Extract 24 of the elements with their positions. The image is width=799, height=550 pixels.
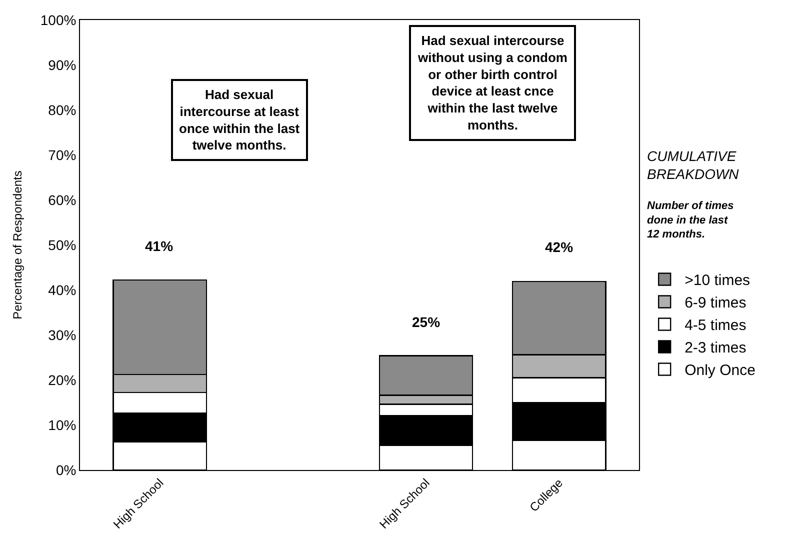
legend-label: Only Once <box>684 362 756 380</box>
annotation: Had sexual intercourse at least once within the last twelve months. <box>179 87 300 153</box>
y-tick-label: 30% <box>48 326 76 343</box>
text: Number of times done in the last 12 months. <box>647 200 734 241</box>
legend-label: 6-9 times <box>684 294 746 312</box>
y-tick-label: 60% <box>48 192 76 208</box>
y-tick-label: 50% <box>48 236 76 253</box>
y-tick-label: 80% <box>48 102 76 118</box>
total-label: 41% <box>145 238 174 254</box>
y-tick-label: 100% <box>40 12 76 28</box>
annotation: Had sexual intercourse without using a condom or other birth control device at least cnce within the last twelve months. <box>417 33 568 132</box>
y-tick-label: 20% <box>48 372 76 388</box>
y-tick-label: 0% <box>56 462 76 478</box>
legend-label: 2-3 times <box>684 340 746 357</box>
legend-label: >10 times <box>684 272 750 290</box>
y-tick-label: 70% <box>48 146 76 163</box>
y-tick-label: 90% <box>48 56 76 73</box>
legend-title: CUMULATIVE BREAKDOWN <box>647 148 740 182</box>
total-label: 42% <box>545 239 574 255</box>
legend-label: 4-5 times <box>684 317 746 334</box>
total-label: 25% <box>412 314 441 330</box>
y-axis-title: Percentage of Respondents <box>10 170 25 320</box>
y-tick-label: 40% <box>48 282 76 298</box>
y-tick-label: 10% <box>48 416 76 433</box>
